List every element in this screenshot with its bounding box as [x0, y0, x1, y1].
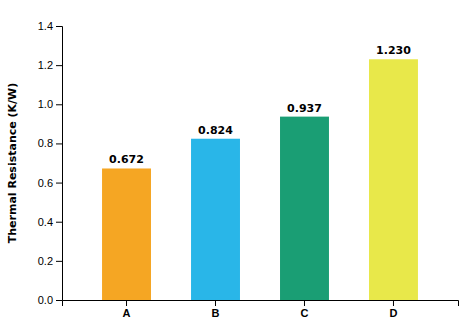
x-tick: B — [212, 300, 220, 319]
bar — [191, 139, 240, 300]
y-tick: 0.2 — [38, 255, 62, 267]
y-axis-line — [56, 27, 63, 301]
y-tick-label: 0.4 — [38, 216, 53, 228]
y-axis: 0.0 0.2 0.4 0.6 0.8 1.0 1.2 1.4 — [38, 20, 63, 306]
x-axis: A B C D — [63, 300, 459, 319]
y-tick-mark — [56, 183, 62, 184]
data-label: 0.937 — [287, 102, 322, 115]
y-tick-mark — [56, 143, 62, 144]
bar — [280, 117, 329, 300]
y-tick-mark — [56, 261, 62, 262]
bar — [102, 168, 151, 300]
x-tick-label: C — [301, 307, 309, 319]
x-tick: C — [301, 300, 309, 319]
x-tick-mark — [215, 300, 216, 306]
bar — [369, 59, 418, 300]
y-tick-mark — [56, 300, 62, 301]
x-tick-label: D — [390, 307, 398, 319]
x-tick-mark — [304, 300, 305, 306]
y-tick: 0.0 — [38, 294, 62, 306]
y-tick-label: 1.4 — [38, 20, 53, 32]
y-tick: 1.4 — [38, 20, 62, 32]
bars — [102, 59, 418, 300]
y-axis-title: Thermal Resistance (K/W) — [6, 83, 19, 244]
y-tick: 0.8 — [38, 137, 62, 149]
data-labels: 0.672 0.824 0.937 1.230 — [109, 44, 411, 166]
x-tick-mark — [393, 300, 394, 306]
x-axis-line — [63, 301, 459, 307]
y-tick-label: 1.2 — [38, 59, 53, 71]
y-tick-label: 1.0 — [38, 98, 53, 110]
data-label: 0.672 — [109, 153, 144, 166]
x-tick: D — [390, 300, 398, 319]
y-tick: 0.6 — [38, 177, 62, 189]
y-tick-label: 0.0 — [38, 294, 53, 306]
chart: 0.00.20.40.60.81.01.21.4ABCD0.6720.8240.… — [0, 0, 474, 332]
x-tick: A — [123, 300, 131, 319]
x-tick-mark — [126, 300, 127, 306]
y-tick-label: 0.2 — [38, 255, 53, 267]
data-label: 1.230 — [376, 44, 411, 57]
y-tick: 0.4 — [38, 216, 62, 228]
y-tick-label: 0.6 — [38, 177, 53, 189]
y-tick-mark — [56, 222, 62, 223]
y-tick-mark — [56, 26, 62, 27]
y-tick-label: 0.8 — [38, 137, 53, 149]
plot: 0.00.20.40.60.81.01.21.4ABCD0.6720.8240.… — [38, 20, 459, 319]
x-tick-label: A — [123, 307, 131, 319]
y-tick: 1.0 — [38, 98, 62, 110]
y-tick-mark — [56, 104, 62, 105]
data-label: 0.824 — [198, 124, 233, 137]
y-tick: 1.2 — [38, 59, 62, 71]
y-tick-mark — [56, 65, 62, 66]
x-tick-label: B — [212, 307, 220, 319]
